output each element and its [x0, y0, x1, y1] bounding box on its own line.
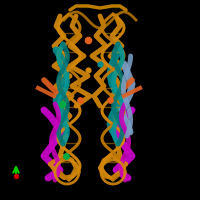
- Point: [108, 98, 112, 102]
- Point: [86, 68, 90, 72]
- Point: [86, 38, 90, 42]
- Point: [78, 98, 82, 102]
- Point: [64, 154, 68, 158]
- Point: [60, 102, 64, 106]
- Point: [98, 62, 102, 66]
- Point: [14, 174, 18, 178]
